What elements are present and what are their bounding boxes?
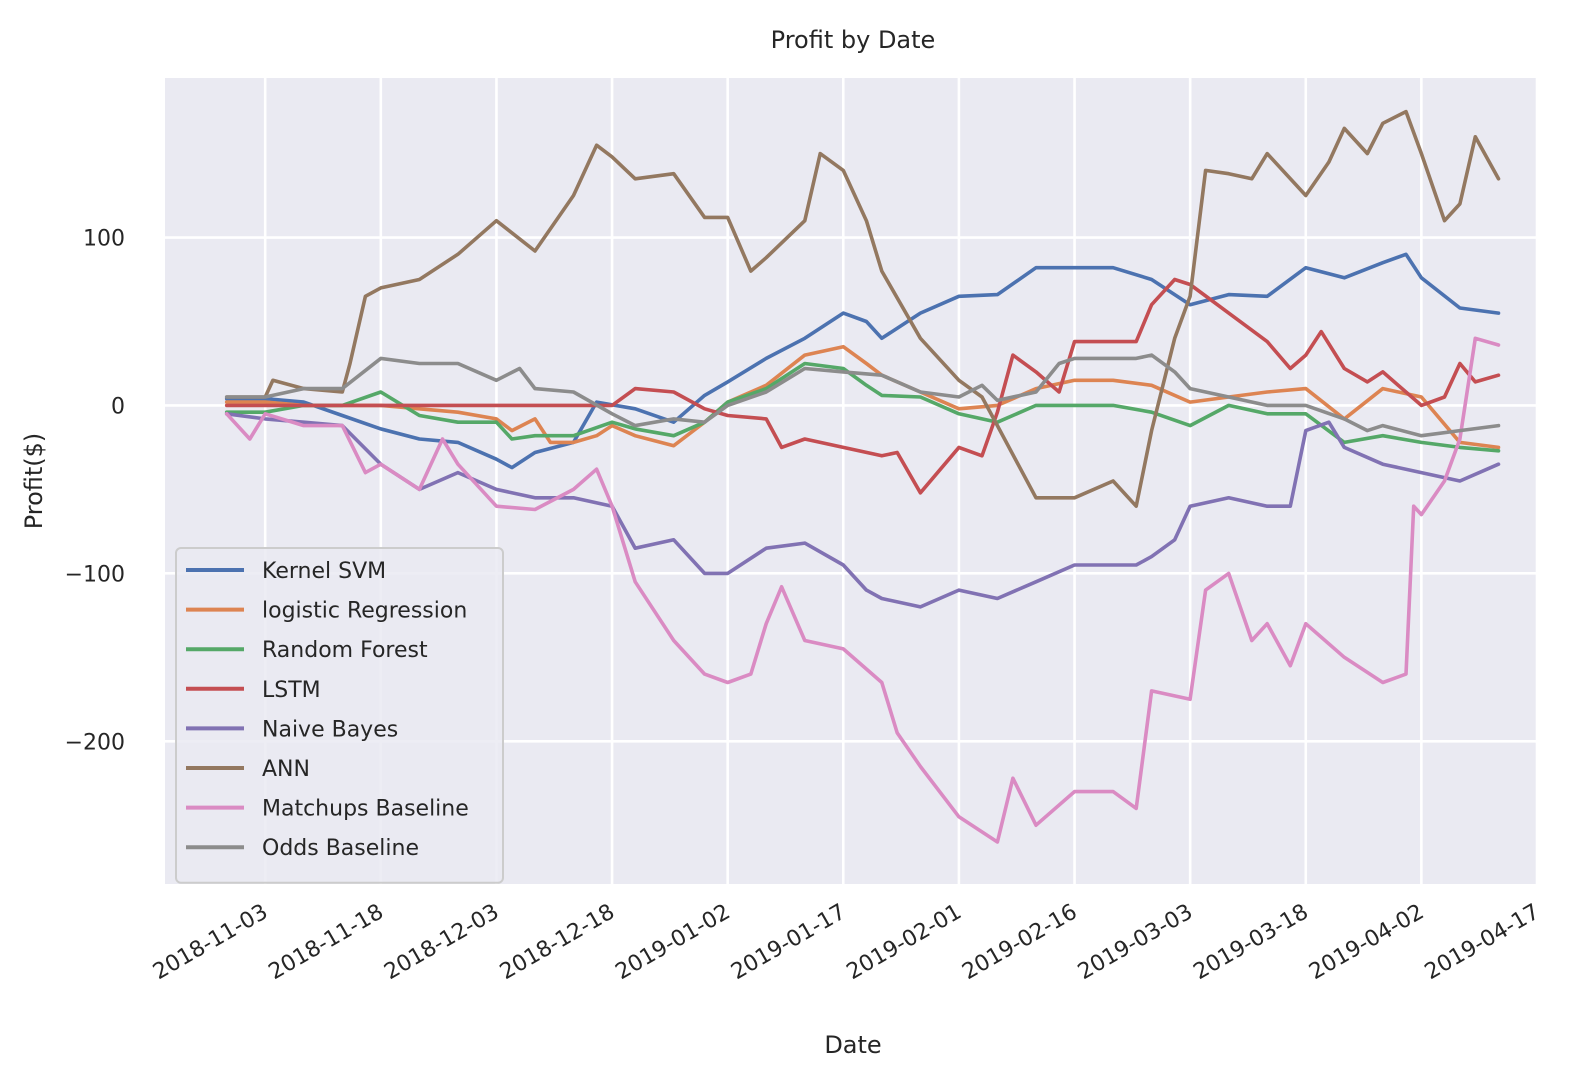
x-tick-label: 2019-01-17 [727,900,850,986]
series-line-naive-bayes [224,411,1501,609]
y-tick-label: −200 [65,730,125,755]
series-line-lstm [224,277,1501,495]
x-tick-label: 2019-04-17 [1421,900,1544,986]
legend: Kernel SVM logistic Regression Random Fore… [175,547,504,884]
y-axis-label: Profit($) [20,433,48,530]
chart-title: Profit by Date [771,26,936,54]
x-tick-label: 2019-04-02 [1305,900,1428,986]
x-tick-label: 2018-11-18 [265,900,388,986]
x-tick-label: 2018-12-18 [496,900,619,986]
x-tick-label: 2019-01-02 [611,900,734,986]
legend-label: Kernel SVM [262,559,386,584]
legend-label: logistic Regression [262,599,467,624]
series-line-kernel-svm [224,252,1501,470]
x-tick-label: 2019-02-01 [843,900,966,986]
legend-label: LSTM [262,678,321,703]
x-tick-label: 2019-03-18 [1190,900,1313,986]
legend-label: ANN [262,757,310,782]
y-tick-label: 0 [111,394,125,419]
x-axis-label: Date [824,1031,881,1059]
x-tick-labels: 2018-11-032018-11-182018-12-032018-12-18… [149,900,1544,986]
x-tick-label: 2018-11-03 [149,900,272,986]
y-tick-label: 100 [83,227,125,252]
series-line-logistic-regression [224,344,1501,450]
legend-label: Matchups Baseline [262,797,469,822]
legend-label: Random Forest [262,638,428,663]
legend-box [175,547,504,884]
x-tick-label: 2018-12-03 [380,900,503,986]
series-line-random-forest [224,361,1501,453]
series-line-odds-baseline [224,353,1501,438]
x-tick-label: 2019-03-03 [1074,900,1197,986]
series-lines [224,109,1501,844]
y-tick-label: −100 [65,562,125,587]
legend-label: Odds Baseline [262,836,419,861]
x-tick-label: 2019-02-16 [958,900,1081,986]
series-line-matchups-baseline [224,336,1501,844]
y-tick-labels: 100 0 −100 −200 [65,227,125,756]
legend-label: Naive Bayes [262,717,398,742]
series-line-ann [224,109,1501,509]
